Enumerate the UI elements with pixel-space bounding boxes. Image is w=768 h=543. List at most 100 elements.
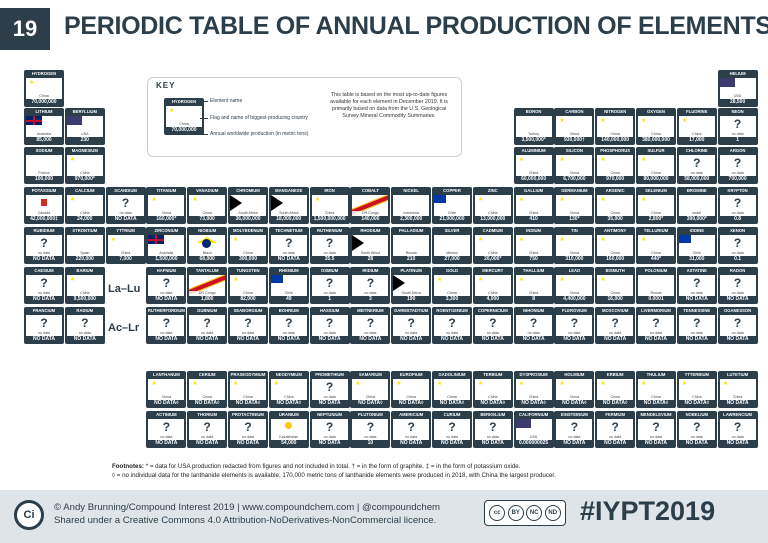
- production-value: 3,300: [445, 296, 459, 302]
- producer-country: China: [434, 395, 470, 400]
- key-sample-tile: HYDROGEN ★ China 70,000,000: [164, 98, 204, 135]
- producer-country: no data: [311, 251, 348, 256]
- china-flag-icon: ★ China: [597, 155, 634, 176]
- key-sample-name: HYDROGEN: [171, 99, 197, 104]
- production-value: 10: [367, 440, 374, 446]
- question-mark-icon: ?: [611, 420, 619, 434]
- element-name: KRYPTON: [727, 188, 748, 193]
- producer-country: China: [148, 211, 185, 216]
- star-icon: ★: [437, 277, 443, 283]
- question-mark-icon: ?: [40, 316, 48, 330]
- question-mark-icon: ?: [203, 420, 211, 434]
- element-tile: HAFNIUM? no data NO DATA: [146, 267, 187, 304]
- star-icon: ★: [69, 277, 76, 283]
- china-flag-icon: ★ China: [474, 379, 511, 400]
- no-data-icon: ? no data: [230, 315, 266, 336]
- element-tile: HOLMIUM ★ China NO DATA◊: [554, 371, 595, 408]
- production-value: 80,000,000: [643, 176, 669, 182]
- production-value: 35.5: [324, 256, 335, 262]
- element-tile: PRASEODYMIUM ★ China NO DATA◊: [228, 371, 268, 408]
- element-tile: ANTIMONY ★ China 160,000: [595, 227, 636, 264]
- element-name: STRONTIUM: [72, 228, 98, 233]
- producer-country: China: [66, 171, 103, 176]
- element-tile: ASTATINE? no data NO DATA: [676, 267, 717, 304]
- element-tile: FRANCIUM? no data NO DATA: [24, 307, 64, 344]
- no-data-icon: ? no data: [678, 315, 715, 336]
- footnotes: Footnotes: * = data for USA production r…: [112, 462, 752, 480]
- element-name: MAGNESIUM: [71, 148, 98, 153]
- element-tile: RADON? no data NO DATA: [717, 267, 758, 304]
- china-flag-icon: ★ China: [230, 235, 266, 256]
- element-name: AMERICIUM: [399, 412, 424, 417]
- no-data-icon: ? no data: [719, 275, 756, 296]
- production-value: NO DATA: [236, 336, 260, 342]
- production-value: 28: [367, 256, 374, 262]
- element-name: ALUMINIUM: [521, 148, 546, 153]
- producer-country: China: [719, 395, 756, 400]
- chapter-number: 19: [0, 8, 50, 50]
- element-tile: GALLIUM ★ China 410: [513, 187, 554, 224]
- china-flag-icon: ★ China: [597, 379, 634, 400]
- key-sample-country: China: [166, 122, 202, 127]
- question-mark-icon: ?: [285, 236, 293, 250]
- element-name: CURIUM: [443, 412, 461, 417]
- no-data-icon: ? no data: [352, 419, 389, 440]
- element-tile: RADIUM? no data NO DATA: [64, 307, 105, 344]
- production-value: NO DATA: [481, 336, 504, 342]
- producer-country: no data: [148, 331, 185, 336]
- element-name: DUBNIUM: [197, 308, 218, 313]
- element-tile: LAWRENCIUM? no data NO DATA: [717, 411, 758, 448]
- star-icon: ★: [355, 381, 361, 387]
- producer-country: no data: [107, 211, 144, 216]
- element-tile: THALLIUM ★ China 8: [513, 267, 554, 304]
- star-icon: ★: [641, 237, 647, 243]
- element-name: FERMIUM: [605, 412, 625, 417]
- producer-country: China: [678, 132, 715, 137]
- element-tile: PROTACTINIUM? no data NO DATA: [228, 411, 268, 448]
- aus-flag-icon: Australia: [148, 235, 185, 256]
- question-mark-icon: ?: [366, 420, 375, 434]
- element-tile: OSMIUM? no data 1: [309, 267, 350, 304]
- china-flag-icon: ★ China: [311, 195, 348, 216]
- production-value: 4,400,000: [563, 296, 586, 302]
- star-icon: ★: [477, 197, 484, 203]
- question-mark-icon: ?: [162, 276, 171, 290]
- element-name: COPPER: [443, 188, 461, 193]
- element-name: CHROMIUM: [236, 188, 260, 193]
- producer-country: no data: [352, 331, 389, 336]
- element-tile: CADMIUM ★ China 26,000*: [472, 227, 513, 264]
- production-value: 68,000: [199, 256, 215, 262]
- element-name: EUROPIUM: [399, 372, 423, 377]
- key-panel: KEY HYDROGEN ★ China 70,000,000 Element …: [147, 77, 462, 157]
- producer-country: China: [597, 171, 634, 176]
- production-value: 0.8: [734, 216, 742, 222]
- compound-interest-logo: Ci: [14, 500, 44, 530]
- element-tile: RHENIUM Chile 49: [268, 267, 309, 304]
- element-name: HASSIUM: [319, 308, 340, 313]
- element-name: CALCIUM: [75, 188, 95, 193]
- element-name: OGANESSON: [723, 308, 752, 313]
- element-name: IODINE: [689, 228, 705, 233]
- element-tile: CARBON ★ China 930,000†: [554, 108, 595, 145]
- element-name: SULFUR: [647, 148, 665, 153]
- production-value: 190: [407, 296, 416, 302]
- star-icon: ★: [559, 118, 565, 124]
- production-value: 1,500,000: [155, 256, 178, 262]
- lanthanide-placeholder-label: La–Lu: [108, 283, 141, 295]
- china-flag-icon: ★ China: [515, 155, 552, 176]
- star-icon: ★: [600, 237, 606, 243]
- production-value: 0.0001: [648, 296, 664, 302]
- question-mark-icon: ?: [325, 276, 334, 290]
- element-name: TANTALUM: [195, 268, 219, 273]
- china-flag-icon: ★ China: [515, 235, 552, 256]
- element-tile: XENON? no data 0.1: [717, 227, 758, 264]
- no-data-icon: ? no data: [719, 419, 756, 440]
- element-tile: EUROPIUM ★ China NO DATA◊: [391, 371, 432, 408]
- question-mark-icon: ?: [325, 380, 334, 394]
- element-tile: TECHNETIUM? no data NO DATA: [268, 227, 309, 264]
- producer-country: China: [66, 211, 103, 216]
- star-icon: ★: [600, 157, 606, 163]
- element-name: PHOSPHORUS: [600, 148, 631, 153]
- element-name: GERMANIUM: [561, 188, 588, 193]
- production-value: NO DATA: [481, 440, 504, 446]
